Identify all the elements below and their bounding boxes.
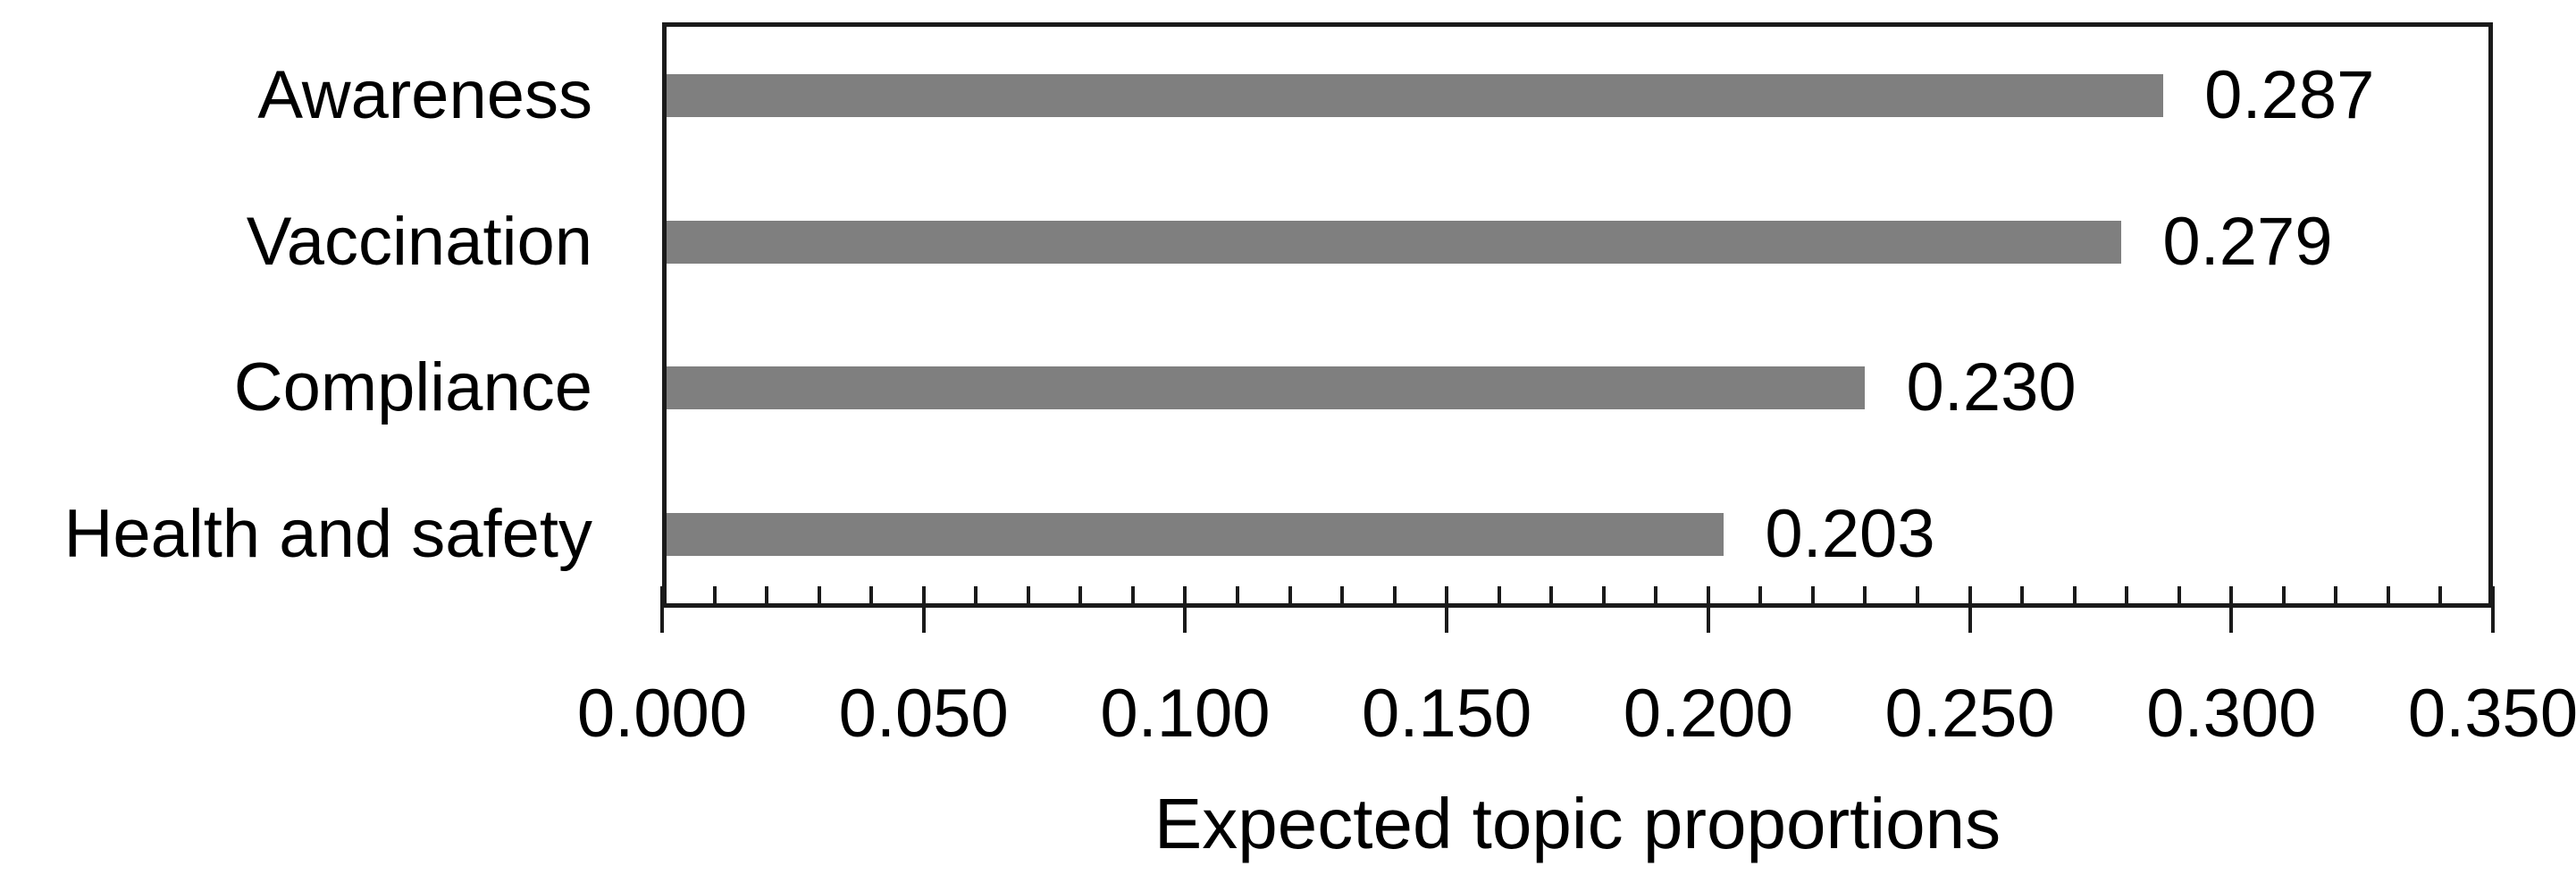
- x-tick-minor: [1288, 586, 1292, 608]
- x-tick-major: [1183, 586, 1187, 633]
- category-label: Vaccination: [246, 203, 592, 280]
- x-tick-major: [2229, 586, 2234, 633]
- x-tick-major: [921, 586, 926, 633]
- x-tick-label: 0.300: [2146, 676, 2317, 752]
- bar: [667, 220, 2122, 264]
- x-tick-minor: [2281, 586, 2286, 608]
- x-axis-title: Expected topic proportions: [1154, 784, 2001, 863]
- x-tick-minor: [1026, 586, 1030, 608]
- x-tick-minor: [1078, 586, 1083, 608]
- x-tick-minor: [817, 586, 821, 608]
- x-tick-minor: [2020, 586, 2025, 608]
- x-tick-minor: [974, 586, 978, 608]
- x-tick-minor: [2125, 586, 2129, 608]
- x-tick-minor: [1601, 586, 1606, 608]
- x-tick-major: [1706, 586, 1710, 633]
- bar: [667, 73, 2164, 117]
- x-tick-minor: [2386, 586, 2390, 608]
- category-label: Awareness: [257, 56, 592, 133]
- x-tick-major: [1968, 586, 1972, 633]
- value-label: 0.230: [1906, 349, 2077, 426]
- x-tick-minor: [1497, 586, 1501, 608]
- x-tick-minor: [1130, 586, 1135, 608]
- x-tick-label: 0.350: [2407, 676, 2576, 752]
- x-tick-minor: [1863, 586, 1867, 608]
- x-tick-minor: [1810, 586, 1815, 608]
- x-tick-minor: [2177, 586, 2181, 608]
- x-tick-minor: [2438, 586, 2443, 608]
- x-tick-minor: [765, 586, 769, 608]
- x-tick-major: [1445, 586, 1449, 633]
- x-tick-minor: [1235, 586, 1239, 608]
- x-tick-label: 0.200: [1623, 676, 1793, 752]
- x-tick-major: [660, 586, 664, 633]
- x-tick-major: [2491, 586, 2495, 633]
- value-label: 0.279: [2162, 203, 2333, 280]
- x-tick-minor: [1549, 586, 1554, 608]
- x-tick-minor: [1654, 586, 1658, 608]
- x-tick-label: 0.250: [1884, 676, 2055, 752]
- category-label: Health and safety: [63, 496, 593, 573]
- bar: [667, 366, 1866, 410]
- x-tick-minor: [1916, 586, 1920, 608]
- x-tick-minor: [712, 586, 717, 608]
- category-label: Compliance: [233, 349, 592, 426]
- plot-area: [662, 22, 2493, 608]
- value-label: 0.203: [1765, 496, 1935, 573]
- x-tick-minor: [1758, 586, 1763, 608]
- x-tick-label: 0.100: [1100, 676, 1271, 752]
- x-tick-label: 0.150: [1362, 676, 1532, 752]
- x-tick-minor: [869, 586, 874, 608]
- x-tick-minor: [2072, 586, 2077, 608]
- x-tick-label: 0.050: [838, 676, 1009, 752]
- x-tick-minor: [2334, 586, 2338, 608]
- value-label: 0.287: [2204, 56, 2375, 133]
- bar: [667, 513, 1724, 557]
- x-tick-minor: [1340, 586, 1345, 608]
- x-tick-label: 0.000: [576, 676, 748, 752]
- x-tick-minor: [1392, 586, 1397, 608]
